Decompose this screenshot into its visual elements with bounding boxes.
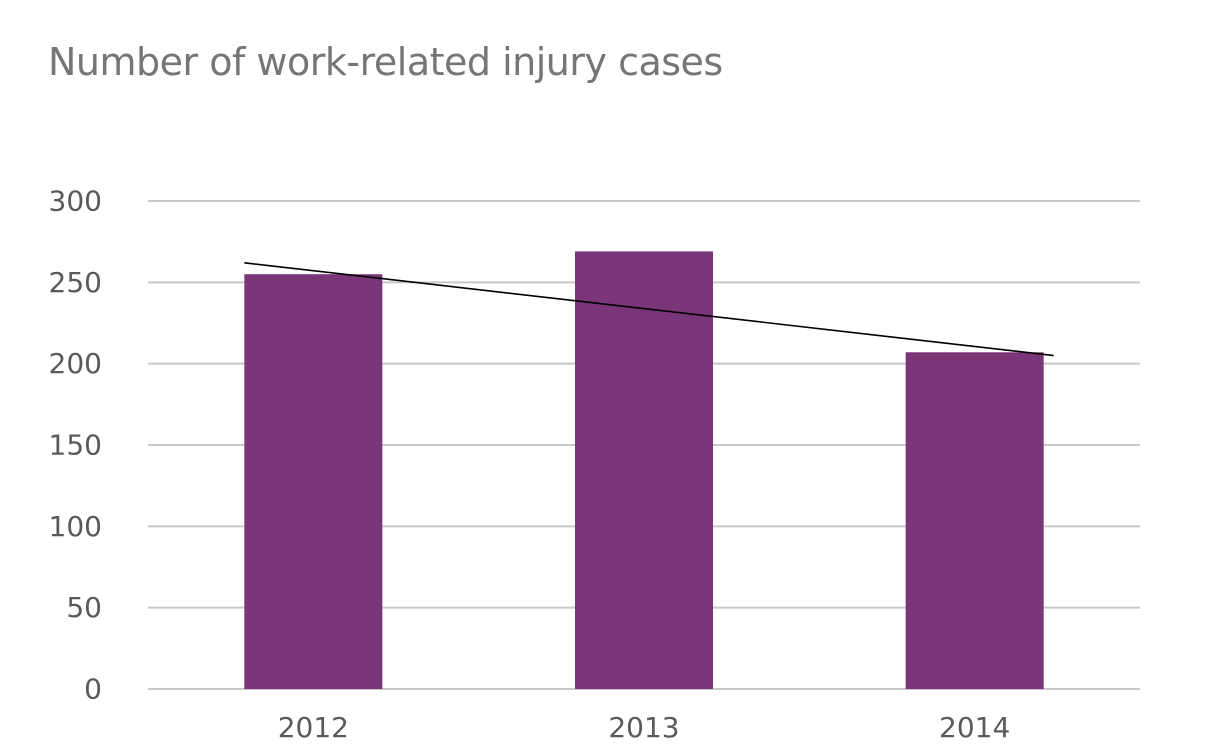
y-tick-label: 150 xyxy=(49,429,102,462)
y-axis-ticks: 0 50 100 150 200 250 300 xyxy=(49,185,102,706)
y-tick-label: 50 xyxy=(66,591,102,624)
bar-2012 xyxy=(244,274,383,689)
x-tick-label: 2012 xyxy=(278,711,349,744)
x-tick-label: 2013 xyxy=(608,711,679,744)
x-axis-ticks: 2012 2013 2014 xyxy=(278,711,1011,744)
trendline xyxy=(244,262,1054,357)
y-tick-label: 250 xyxy=(49,266,102,299)
y-tick-label: 0 xyxy=(84,673,102,706)
x-tick-label: 2014 xyxy=(939,711,1010,744)
bars xyxy=(244,251,1044,689)
y-tick-label: 300 xyxy=(49,185,102,218)
y-tick-label: 200 xyxy=(49,347,102,380)
y-tick-label: 100 xyxy=(49,510,102,543)
trendline-layer xyxy=(244,262,1054,357)
bar-2014 xyxy=(905,352,1044,689)
chart-title: Number of work-related injury cases xyxy=(48,40,723,84)
bar-2013 xyxy=(575,251,713,689)
